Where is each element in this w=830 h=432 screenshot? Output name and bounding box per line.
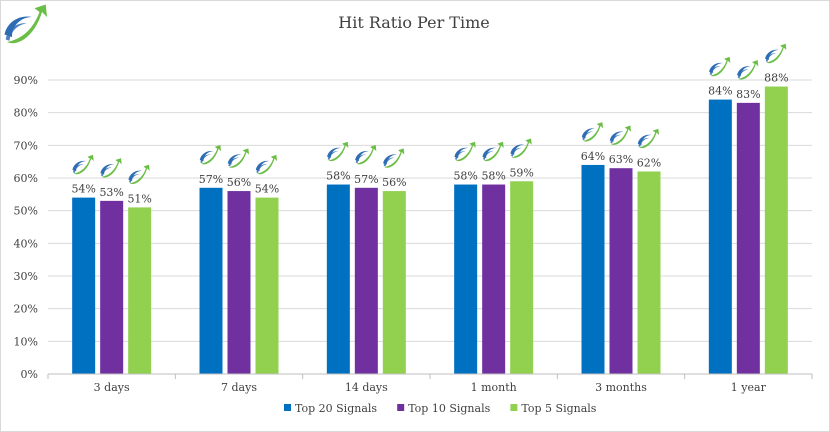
y-tick-label: 50% bbox=[14, 205, 38, 218]
y-tick-label: 20% bbox=[14, 303, 38, 316]
data-label: 53% bbox=[99, 186, 123, 199]
x-tick-label: 14 days bbox=[345, 381, 388, 394]
bar bbox=[637, 171, 661, 374]
brand-arrow-logo-icon bbox=[255, 154, 277, 175]
brand-arrow-logo-icon bbox=[355, 145, 377, 165]
data-labels: 54% 53% 51% 57% 56% 54% 58% 57% 56% 58% 58% 59% 64% 6… bbox=[71, 72, 788, 206]
y-tick-label: 80% bbox=[14, 107, 38, 120]
brand-arrow-logo-icon bbox=[737, 60, 759, 80]
chart-title: Hit Ratio Per Time bbox=[338, 13, 489, 32]
brand-arrow-logo-icon bbox=[510, 138, 532, 158]
bar bbox=[354, 187, 378, 374]
x-tick-label: 1 month bbox=[471, 381, 517, 394]
legend: Top 20 Signals Top 10 Signals Top 5 Signal… bbox=[284, 402, 597, 415]
x-tick-label: 3 months bbox=[595, 381, 647, 394]
data-label: 54% bbox=[71, 183, 95, 196]
y-tick-label: 40% bbox=[14, 237, 38, 250]
brand-arrow-logo-icon bbox=[709, 56, 731, 77]
data-label: 58% bbox=[481, 170, 505, 183]
data-label: 83% bbox=[736, 88, 760, 101]
data-label: 54% bbox=[255, 183, 279, 196]
data-label: 88% bbox=[764, 72, 788, 85]
brand-arrow-logo-icon bbox=[4, 4, 47, 44]
brand-arrow-logo-icon bbox=[482, 141, 504, 162]
data-label: 51% bbox=[127, 192, 151, 205]
y-tick-label: 10% bbox=[14, 335, 38, 348]
bar bbox=[255, 197, 279, 374]
bar bbox=[736, 102, 760, 374]
bar bbox=[100, 200, 124, 374]
x-tick-label: 7 days bbox=[221, 381, 257, 394]
data-label: 56% bbox=[382, 176, 406, 189]
brand-arrow-logo-icon bbox=[581, 122, 603, 142]
data-label: 56% bbox=[227, 176, 251, 189]
bar-markers bbox=[72, 43, 787, 185]
y-tick-label: 60% bbox=[14, 172, 38, 185]
x-axis bbox=[47, 373, 813, 379]
brand-arrow-logo-icon bbox=[100, 158, 122, 178]
bar bbox=[199, 187, 223, 374]
data-label: 58% bbox=[326, 170, 350, 183]
bar bbox=[764, 86, 788, 375]
bar bbox=[482, 184, 506, 374]
bar bbox=[708, 99, 732, 374]
legend-label: Top 20 Signals bbox=[295, 402, 377, 415]
bar bbox=[510, 181, 534, 374]
legend-label: Top 5 Signals bbox=[521, 402, 596, 415]
brand-arrow-logo-icon bbox=[72, 154, 94, 175]
bar bbox=[227, 191, 251, 374]
brand-arrow-logo-icon bbox=[765, 43, 787, 64]
y-tick-label: 90% bbox=[14, 74, 38, 87]
y-tick-label: 70% bbox=[14, 139, 38, 152]
bar bbox=[128, 207, 152, 374]
legend-swatch bbox=[510, 404, 518, 411]
data-label: 57% bbox=[199, 173, 223, 186]
brand-arrow-logo-icon bbox=[327, 141, 349, 162]
y-axis-tick-labels: 0% 10% 20% 30% 40% 50% 60% 70% 80% 90% bbox=[14, 74, 38, 381]
bars bbox=[72, 86, 788, 375]
x-tick-label: 3 days bbox=[94, 381, 130, 394]
legend-label: Top 10 Signals bbox=[408, 402, 490, 415]
data-label: 58% bbox=[453, 170, 477, 183]
bar bbox=[382, 191, 406, 374]
brand-arrow-logo-icon bbox=[454, 141, 476, 162]
bar bbox=[609, 168, 633, 374]
data-label: 84% bbox=[708, 85, 732, 98]
bar bbox=[454, 184, 478, 374]
x-axis-tick-labels: 3 days 7 days 14 days 1 month 3 months 1 year bbox=[94, 381, 767, 394]
brand-arrow-logo-icon bbox=[128, 164, 150, 185]
brand-arrow-logo-icon bbox=[383, 148, 405, 168]
data-label: 59% bbox=[509, 166, 533, 179]
data-label: 62% bbox=[637, 156, 661, 169]
data-label: 64% bbox=[581, 150, 605, 163]
legend-swatch bbox=[397, 404, 405, 411]
legend-swatch bbox=[284, 404, 291, 411]
data-label: 57% bbox=[354, 173, 378, 186]
brand-arrow-logo-icon bbox=[227, 148, 249, 168]
bar bbox=[581, 164, 605, 374]
y-tick-label: 0% bbox=[21, 368, 38, 381]
x-tick-label: 1 year bbox=[731, 381, 767, 394]
bar bbox=[72, 197, 96, 374]
brand-arrow-logo-icon bbox=[609, 125, 631, 145]
gridlines bbox=[48, 79, 812, 342]
brand-arrow-logo-icon bbox=[199, 145, 221, 165]
data-label: 63% bbox=[609, 153, 633, 166]
y-tick-label: 30% bbox=[14, 270, 38, 283]
bar bbox=[326, 184, 350, 374]
